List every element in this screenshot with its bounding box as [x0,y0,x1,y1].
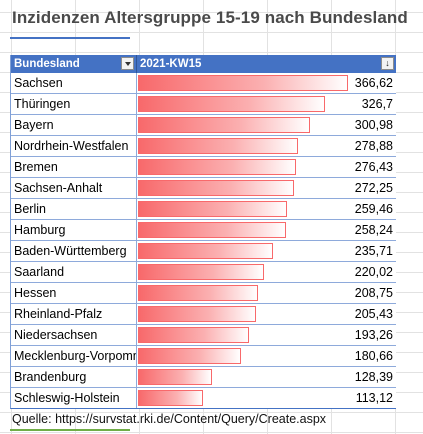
table-row: Mecklenburg-Vorpommern 180,66 [11,345,396,366]
page-title: Inzidenzen Altersgruppe 15-19 nach Bunde… [12,8,408,27]
cell-inzidenz[interactable]: 272,25 [137,178,396,198]
data-bar [138,138,298,154]
table-row: Thüringen 326,7 [11,93,396,114]
cell-inzidenz[interactable]: 193,26 [137,325,396,345]
data-bar [138,222,286,238]
cell-value: 259,46 [354,202,393,216]
cell-bundesland[interactable]: Brandenburg [11,367,137,387]
filter-dropdown-icon[interactable] [121,57,134,70]
data-table: Bundesland 2021-KW15 ↓ Sachsen 366,62 Thür… [10,55,396,409]
cell-value: 113,12 [355,391,393,405]
data-bar [138,117,310,133]
cell-bundesland[interactable]: Schleswig-Holstein [11,388,137,408]
table-header: Bundesland 2021-KW15 ↓ [11,55,396,73]
cell-bundesland[interactable]: Thüringen [11,94,137,114]
cell-value: 276,43 [354,160,393,174]
table-row: Niedersachsen 193,26 [11,324,396,345]
table-row: Sachsen 366,62 [11,73,396,93]
cell-bundesland[interactable]: Bremen [11,157,137,177]
cell-value: 278,88 [354,139,393,153]
data-bar [138,285,258,301]
cell-value: 272,25 [354,181,393,195]
table-row: Schleswig-Holstein 113,12 [11,387,396,408]
cell-value: 180,66 [354,349,393,363]
cell-value: 258,24 [354,223,393,237]
sort-indicator: ↓ [385,58,390,68]
chevron-down-icon [124,61,131,66]
cell-inzidenz[interactable]: 258,24 [137,220,396,240]
column-header-label: Bundesland [14,58,80,70]
table-row: Nordrhein-Westfalen 278,88 [11,135,396,156]
table-row: Berlin 259,46 [11,198,396,219]
data-bar [138,390,203,406]
table-row: Rheinland-Pfalz 205,43 [11,303,396,324]
cell-value: 300,98 [354,118,393,132]
cell-bundesland[interactable]: Sachsen-Anhalt [11,178,137,198]
cell-value: 193,26 [354,328,393,342]
cell-value: 220,02 [354,265,393,279]
cell-bundesland[interactable]: Nordrhein-Westfalen [11,136,137,156]
data-bar [138,243,273,259]
data-bar [138,159,296,175]
table-body: Sachsen 366,62 Thüringen 326,7 Bayern 300,98 N… [11,73,396,408]
data-bar [138,327,249,343]
cell-value: 205,43 [354,307,393,321]
table-row: Bayern 300,98 [11,114,396,135]
table-row: Saarland 220,02 [11,261,396,282]
data-bar [138,201,287,217]
cell-inzidenz[interactable]: 128,39 [137,367,396,387]
cell-value: 235,71 [354,244,393,258]
data-bar [138,264,264,280]
column-header-kw15[interactable]: 2021-KW15 ↓ [137,55,396,73]
cell-bundesland[interactable]: Berlin [11,199,137,219]
cell-value: 208,75 [354,286,393,300]
sort-descending-icon[interactable]: ↓ [381,57,394,70]
cell-inzidenz[interactable]: 259,46 [137,199,396,219]
table-row: Sachsen-Anhalt 272,25 [11,177,396,198]
cell-bundesland[interactable]: Rheinland-Pfalz [11,304,137,324]
cell-inzidenz[interactable]: 180,66 [137,346,396,366]
column-header-label: 2021-KW15 [140,58,202,70]
data-bar [138,96,325,112]
data-bar [138,180,294,196]
table-row: Bremen 276,43 [11,156,396,177]
cell-bundesland[interactable]: Saarland [11,262,137,282]
table-row: Baden-Württemberg 235,71 [11,240,396,261]
source-note: Quelle: https://survstat.rki.de/Content/… [12,412,327,426]
table-row: Hessen 208,75 [11,282,396,303]
cell-inzidenz[interactable]: 366,62 [137,73,396,93]
cell-inzidenz[interactable]: 208,75 [137,283,396,303]
cell-bundesland[interactable]: Hessen [11,283,137,303]
cell-inzidenz[interactable]: 300,98 [137,115,396,135]
cell-bundesland[interactable]: Sachsen [11,73,137,93]
cell-bundesland[interactable]: Niedersachsen [11,325,137,345]
cell-inzidenz[interactable]: 276,43 [137,157,396,177]
data-bar [138,369,212,385]
source-accent-line [10,429,130,431]
data-bar [138,348,241,364]
table-row: Hamburg 258,24 [11,219,396,240]
data-bar [138,75,348,91]
cell-inzidenz[interactable]: 278,88 [137,136,396,156]
cell-inzidenz[interactable]: 220,02 [137,262,396,282]
cell-inzidenz[interactable]: 205,43 [137,304,396,324]
cell-value: 366,62 [354,76,393,90]
data-bar [138,306,256,322]
cell-inzidenz[interactable]: 326,7 [137,94,396,114]
table-row: Brandenburg 128,39 [11,366,396,387]
column-header-bundesland[interactable]: Bundesland [11,55,137,73]
cell-inzidenz[interactable]: 113,12 [137,388,396,408]
cell-value: 128,39 [354,370,393,384]
title-accent-line [10,37,130,39]
cell-bundesland[interactable]: Mecklenburg-Vorpommern [11,346,137,366]
cell-value: 326,7 [361,97,393,111]
cell-bundesland[interactable]: Baden-Württemberg [11,241,137,261]
cell-bundesland[interactable]: Bayern [11,115,137,135]
cell-bundesland[interactable]: Hamburg [11,220,137,240]
cell-inzidenz[interactable]: 235,71 [137,241,396,261]
